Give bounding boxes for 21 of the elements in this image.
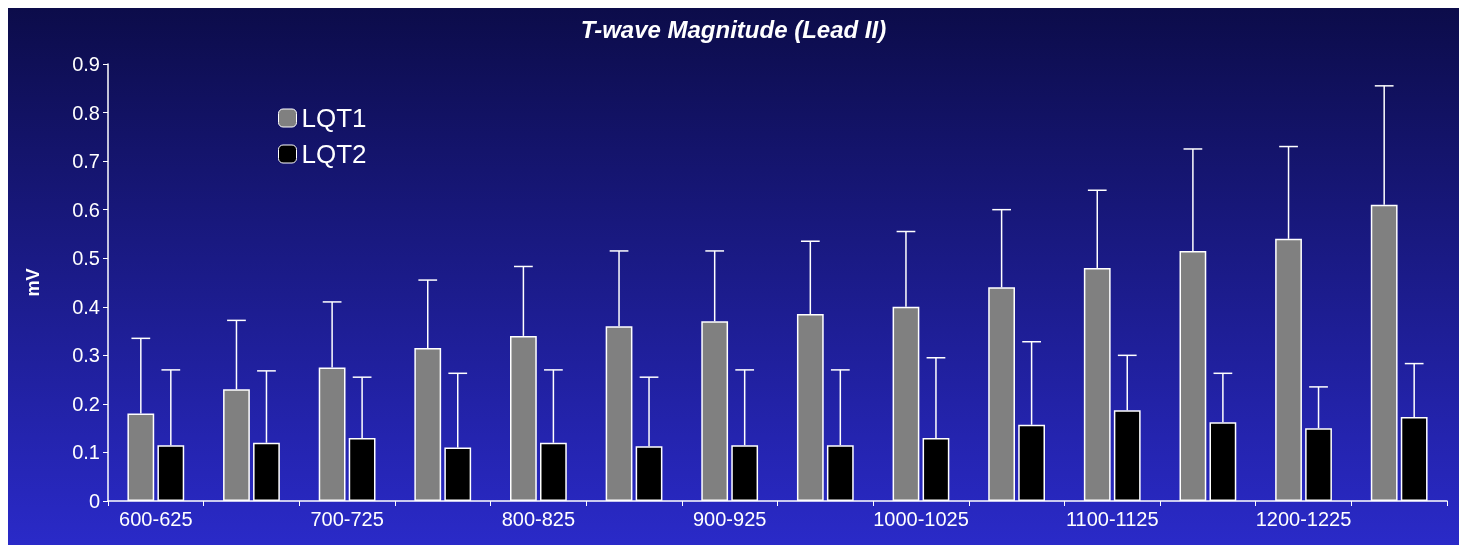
x-tick-label: 700-725 bbox=[310, 508, 384, 530]
y-tick-label: 0 bbox=[88, 490, 100, 512]
y-tick-label: 0.2 bbox=[72, 392, 100, 415]
y-axis-title: mV bbox=[23, 268, 43, 297]
chart-title: T-wave Magnitude (Lead II) bbox=[580, 15, 887, 43]
x-tick-label: 1000-1025 bbox=[873, 508, 969, 530]
y-tick-label: 0.7 bbox=[72, 150, 100, 173]
y-tick-label: 0.5 bbox=[72, 247, 100, 270]
x-tick-label: 600-625 bbox=[119, 508, 193, 530]
x-tick-label: 800-825 bbox=[501, 508, 576, 530]
x-tick-label: 900-925 bbox=[692, 508, 767, 530]
y-tick-label: 0.3 bbox=[72, 344, 100, 367]
y-tick-label: 0.8 bbox=[72, 101, 100, 124]
y-tick-label: 0.1 bbox=[72, 441, 100, 464]
x-tick-label: 1100-1125 bbox=[1065, 508, 1159, 530]
legend-label: LQT1 bbox=[301, 103, 367, 133]
legend-label: LQT2 bbox=[301, 139, 367, 169]
x-tick-label: 1200-1225 bbox=[1255, 508, 1352, 530]
y-tick-label: 0.9 bbox=[72, 53, 100, 75]
y-tick-label: 0.4 bbox=[72, 295, 100, 318]
y-tick-label: 0.6 bbox=[72, 198, 100, 221]
